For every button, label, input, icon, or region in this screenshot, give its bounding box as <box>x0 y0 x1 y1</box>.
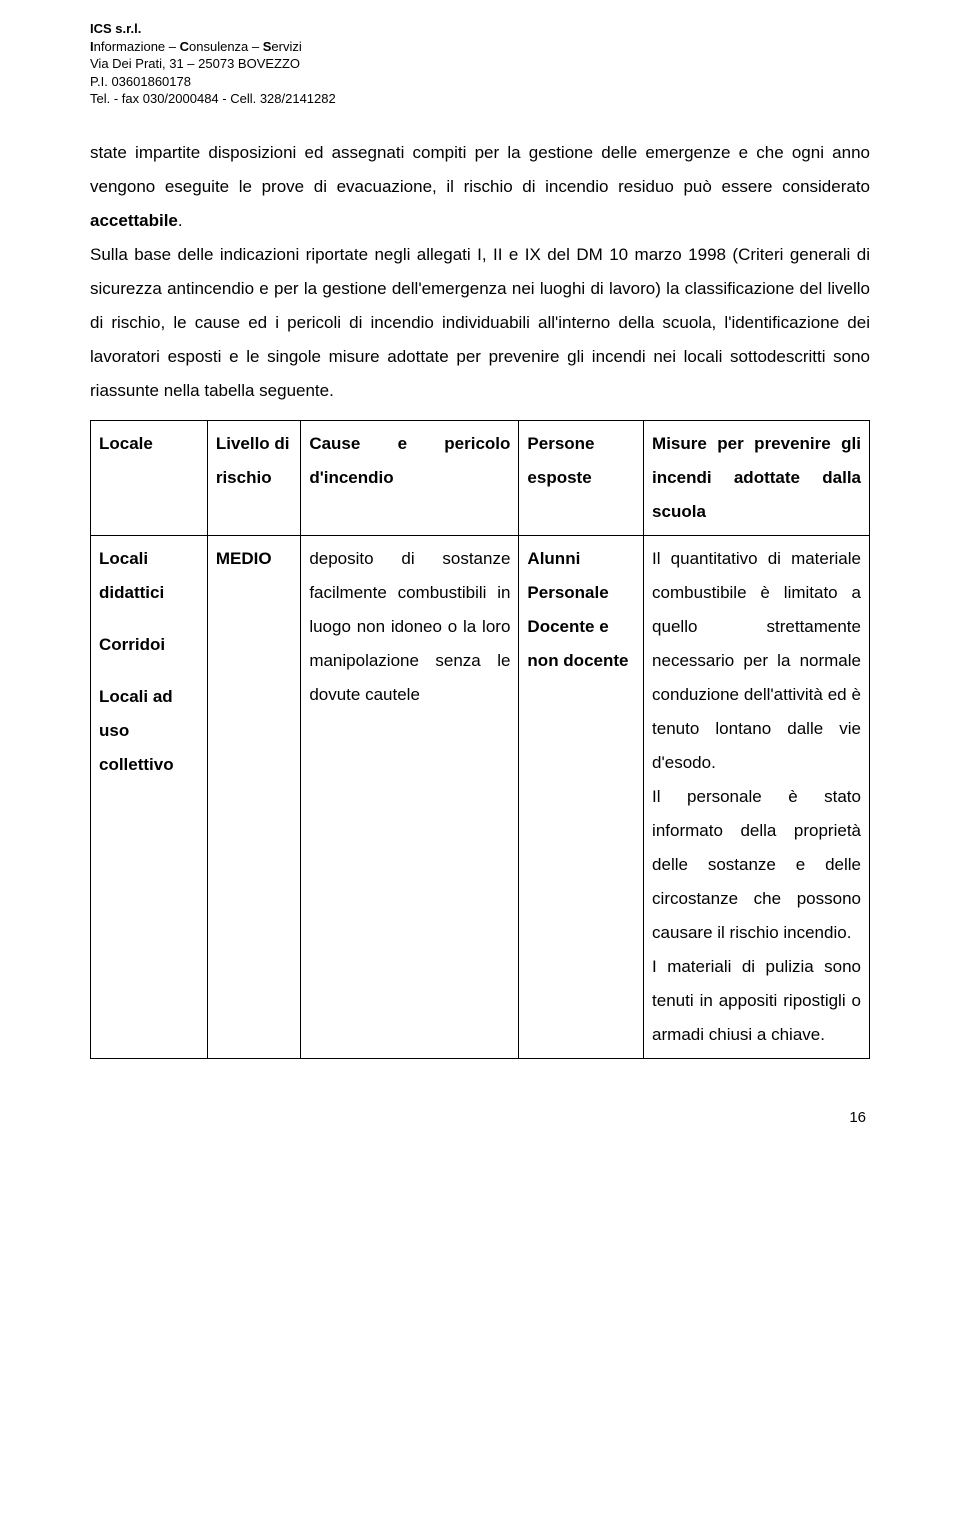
locale-item-2: Corridoi <box>99 628 199 662</box>
locale-item-3: Locali ad uso collettivo <box>99 680 199 782</box>
company-tagline: Informazione – Consulenza – Servizi <box>90 38 870 56</box>
para1-pre: state impartite disposizioni ed assegnat… <box>90 143 870 196</box>
cell-persone: Alunni Personale Docente e non docente <box>519 535 644 1058</box>
cell-misure: Il quantitativo di materiale combustibil… <box>644 535 870 1058</box>
cell-livello: MEDIO <box>207 535 300 1058</box>
cell-locale: Locali didattici Corridoi Locali ad uso … <box>91 535 208 1058</box>
persone-item-2: Personale Docente e non docente <box>527 576 635 678</box>
th-misure: Misure per prevenire gli incendi adottat… <box>644 420 870 535</box>
body-paragraphs: state impartite disposizioni ed assegnat… <box>90 136 870 408</box>
th-persone: Persone esposte <box>519 420 644 535</box>
para2: Sulla base delle indicazioni riportate n… <box>90 245 870 400</box>
risk-table: Locale Livello di rischio Cause e perico… <box>90 420 870 1059</box>
table-header-row: Locale Livello di rischio Cause e perico… <box>91 420 870 535</box>
company-name: ICS s.r.l. <box>90 20 870 38</box>
para1-post: . <box>178 211 183 230</box>
cell-cause: deposito di sostanze facilmente combusti… <box>301 535 519 1058</box>
table-row: Locali didattici Corridoi Locali ad uso … <box>91 535 870 1058</box>
company-phone: Tel. - fax 030/2000484 - Cell. 328/21412… <box>90 90 870 108</box>
th-cause: Cause e pericolo d'incendio <box>301 420 519 535</box>
company-pi: P.I. 03601860178 <box>90 73 870 91</box>
company-address: Via Dei Prati, 31 – 25073 BOVEZZO <box>90 55 870 73</box>
locale-item-1: Locali didattici <box>99 542 199 610</box>
persone-item-1: Alunni <box>527 542 635 576</box>
letterhead: ICS s.r.l. Informazione – Consulenza – S… <box>90 20 870 108</box>
page-number: 16 <box>90 1109 870 1126</box>
th-livello: Livello di rischio <box>207 420 300 535</box>
th-locale: Locale <box>91 420 208 535</box>
para1-bold: accettabile <box>90 211 178 230</box>
